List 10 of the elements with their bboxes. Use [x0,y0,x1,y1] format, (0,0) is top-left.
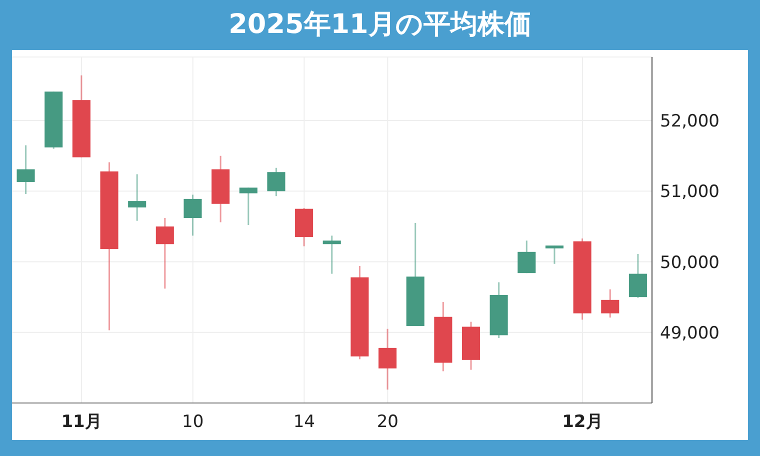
y-tick-label: 49,000 [660,323,720,344]
y-tick-label: 51,000 [660,182,720,202]
x-tick-label: 20 [376,412,398,432]
x-tick-label: 10 [182,412,204,432]
y-tick-label: 50,000 [660,252,720,273]
x-tick-label: 12月 [562,412,603,432]
x-tick-label: 14 [293,412,315,432]
x-tick-label: 11月 [61,412,102,432]
y-tick-label: 52,000 [660,112,720,132]
chart-title: 2025年11月の平均株価 [228,8,532,42]
